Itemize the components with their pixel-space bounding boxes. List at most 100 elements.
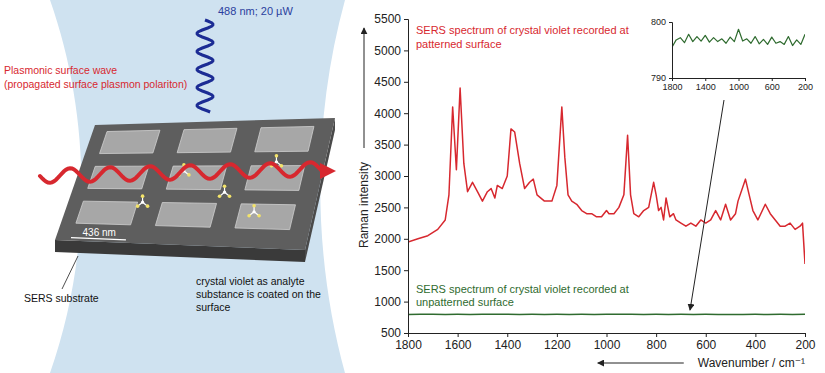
analyte-label-line: crystal violet as analyte <box>196 275 305 287</box>
y-tick: 4500 <box>374 75 408 89</box>
x-tick: 600 <box>696 333 716 352</box>
y-axis-line <box>404 20 409 334</box>
analyte-label-line: substance is coated on the <box>196 288 321 300</box>
molecule-atom <box>247 214 251 218</box>
y-tick-mark <box>404 333 408 334</box>
molecule <box>247 204 261 218</box>
x-tick-label: 1000 <box>729 82 749 92</box>
y-tick: 800 <box>651 17 672 27</box>
x-tick: 200 <box>798 78 813 92</box>
y-tick-label: 4000 <box>374 107 401 121</box>
molecule-atom <box>136 204 140 208</box>
main-chart: 1800 1600 1400 1200 1000 800 600 400 200 500 1000 1… <box>374 12 816 351</box>
y-tick-label: 1000 <box>374 295 401 309</box>
x-tick-label: 600 <box>696 338 716 352</box>
y-tick-label: 4500 <box>374 75 401 89</box>
plasmon-wave <box>40 162 322 183</box>
substrate-pointer <box>62 256 78 289</box>
y-tick-label: 790 <box>651 73 666 83</box>
x-tick-label: 200 <box>795 338 815 352</box>
x-tick-mark <box>739 78 740 81</box>
y-tick-label: 2500 <box>374 201 401 215</box>
y-tick-label: 500 <box>381 326 401 340</box>
nano-square <box>235 204 296 230</box>
y-tick-mark <box>404 82 408 83</box>
plot-area <box>672 29 805 47</box>
x-tick: 800 <box>647 333 667 352</box>
substrate-label: SERS substrate <box>24 292 99 304</box>
y-tick-label: 2000 <box>374 232 401 246</box>
y-tick: 790 <box>651 73 672 83</box>
x-tick-mark <box>755 333 756 337</box>
x-tick: 1400 <box>494 333 521 352</box>
y-tick: 3500 <box>374 138 408 152</box>
y-tick-mark <box>404 113 408 114</box>
y-axis: 5001000150020002500300035004000450050005… <box>374 12 408 340</box>
nano-square <box>76 201 138 225</box>
molecule-atom <box>228 194 232 198</box>
x-tick: 1600 <box>445 333 472 352</box>
y-tick-mark <box>404 145 408 146</box>
series-label-line: SERS spectrum of crystal violet recorded… <box>416 283 629 295</box>
y-tick-label: 1500 <box>374 264 401 278</box>
figure: 436 nm488 nm; 20 µWPlasmonic surface wav… <box>0 0 825 373</box>
molecule-atom <box>141 194 145 198</box>
x-tick-mark <box>607 333 608 337</box>
plasmon-arrow-head <box>320 163 336 179</box>
nano-square <box>100 130 160 153</box>
series-label-line: SERS spectrum of crystal violet recorded… <box>416 24 629 36</box>
molecule-atom <box>257 214 261 218</box>
x-tick-label: 800 <box>647 338 667 352</box>
molecule <box>136 194 150 208</box>
x-tick: 400 <box>746 333 766 352</box>
y-tick-mark <box>404 239 408 240</box>
molecule-atom <box>146 204 150 208</box>
x-tick-label: 200 <box>798 82 813 92</box>
x-tick: 1000 <box>729 78 749 92</box>
x-tick-mark <box>706 333 707 337</box>
molecule-atom <box>223 191 226 194</box>
spectrum-line <box>408 88 805 264</box>
y-tick: 4000 <box>374 107 408 121</box>
schematic: 436 nm488 nm; 20 µWPlasmonic surface wav… <box>4 0 345 373</box>
x-tick-label: 1400 <box>494 338 521 352</box>
series-label-line: unpatterned surface <box>416 296 514 308</box>
laser-wave <box>197 20 213 112</box>
x-tick-mark <box>772 78 773 81</box>
y-tick-mark <box>404 207 408 208</box>
y-tick-label: 5000 <box>374 44 401 58</box>
y-tick: 1500 <box>374 264 408 278</box>
molecule-atom <box>141 201 144 204</box>
y-axis-title: Raman intensity <box>357 162 371 248</box>
series-label-line: patterned surface <box>416 38 502 50</box>
x-tick-mark <box>805 78 806 81</box>
series-label: SERS spectrum of crystal violet recorded… <box>416 24 629 50</box>
x-tick: 200 <box>795 333 815 352</box>
x-axis: 18001600140012001000800600400200 <box>395 333 816 352</box>
y-tick: 500 <box>381 326 408 340</box>
y-tick-mark <box>404 302 408 303</box>
x-tick: 1200 <box>544 333 571 352</box>
y-tick-label: 3500 <box>374 138 401 152</box>
y-tick-mark <box>404 176 408 177</box>
spectrum-line <box>408 313 805 315</box>
x-tick: 1400 <box>696 78 716 92</box>
substrate-top <box>55 118 335 250</box>
y-axis-line <box>669 23 673 79</box>
x-axis-line <box>409 334 806 338</box>
y-tick: 1000 <box>374 295 408 309</box>
inset-background <box>648 12 813 96</box>
x-tick-label: 1200 <box>544 338 571 352</box>
nano-square <box>155 203 216 228</box>
x-axis-title: Wavenumber / cm⁻¹ <box>698 356 805 370</box>
molecule-atom <box>252 204 256 208</box>
x-tick: 1000 <box>594 333 621 352</box>
y-tick-label: 800 <box>651 17 666 27</box>
series-label: SERS spectrum of crystal violet recorded… <box>416 283 629 308</box>
x-tick-label: 1400 <box>696 82 716 92</box>
y-tick-label: 5500 <box>374 12 401 26</box>
x-tick-label: 600 <box>765 82 780 92</box>
plot-area <box>408 88 805 314</box>
x-tick-label: 1800 <box>662 82 682 92</box>
x-tick-label: 1000 <box>594 338 621 352</box>
